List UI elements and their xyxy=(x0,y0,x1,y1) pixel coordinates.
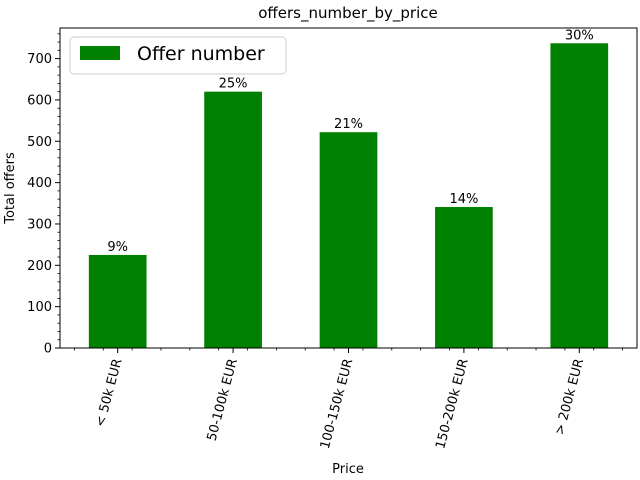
bar-value-labels: 9% 25% 21% 14% 30% xyxy=(107,28,593,255)
legend-swatch xyxy=(80,46,120,60)
bar xyxy=(550,43,609,349)
y-axis-label: Total offers xyxy=(3,152,18,225)
bars-group xyxy=(88,43,609,349)
bar-value-label: 21% xyxy=(334,117,363,132)
legend-box xyxy=(69,36,287,75)
bar-value-label: 14% xyxy=(449,192,478,207)
y-axis: 0 100 200 300 400 500 600 700 xyxy=(27,33,60,357)
x-tick-label: < 50k EUR xyxy=(93,357,126,428)
bar-value-label: 30% xyxy=(565,28,594,43)
y-tick-label: 100 xyxy=(27,300,52,315)
bar xyxy=(435,207,493,348)
y-tick-label: 700 xyxy=(27,52,52,67)
bar xyxy=(319,132,378,348)
x-tick-label: 50-100k EUR xyxy=(205,357,241,442)
y-tick-label: 200 xyxy=(27,259,52,274)
chart-title: offers_number_by_price xyxy=(258,4,438,23)
y-tick-label: 400 xyxy=(27,176,52,191)
x-axis-label: Price xyxy=(332,462,364,477)
y-tick-label: 0 xyxy=(44,342,52,357)
bar-value-label: 25% xyxy=(219,77,248,92)
plot-frame xyxy=(59,27,638,349)
bar xyxy=(204,91,262,348)
x-tick-label: 150-200k EUR xyxy=(433,357,471,450)
legend-label: Offer number xyxy=(137,43,265,65)
y-tick-label: 600 xyxy=(27,93,52,108)
bar-value-label: 9% xyxy=(107,240,128,255)
y-tick-label: 300 xyxy=(27,217,52,232)
bar xyxy=(88,254,147,348)
x-tick-label: 100-150k EUR xyxy=(318,357,356,450)
legend: Offer number xyxy=(69,36,287,75)
x-axis: < 50k EUR 50-100k EUR 100-150k EUR 150-200k… xyxy=(74,348,623,451)
y-tick-label: 500 xyxy=(27,135,52,150)
x-tick-label: > 200k EUR xyxy=(552,357,587,436)
